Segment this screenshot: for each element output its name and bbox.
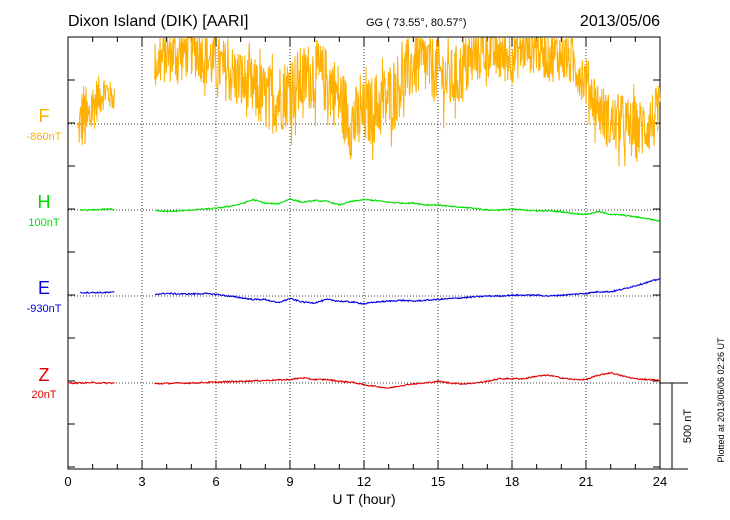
x-tick-label: 18 bbox=[505, 474, 519, 489]
series-labels: F -860nT H 100nT E -930nT Z 20nT bbox=[27, 106, 62, 401]
x-tick-label: 0 bbox=[64, 474, 71, 489]
x-tick-label: 24 bbox=[653, 474, 667, 489]
axis-ticks bbox=[67, 37, 661, 469]
scale-bar-label: 500 nT bbox=[682, 409, 694, 444]
series-name-h: H bbox=[38, 192, 51, 212]
x-axis-label: U T (hour) bbox=[332, 491, 395, 507]
series-baseline-z: 20nT bbox=[31, 389, 56, 401]
x-tick-label: 6 bbox=[212, 474, 219, 489]
scale-bar: 500 nT bbox=[660, 382, 694, 470]
chart-title: Dixon Island (DIK) [AARI] bbox=[68, 13, 249, 30]
series-name-z: Z bbox=[39, 365, 50, 385]
series-name-e: E bbox=[38, 278, 50, 298]
series-line-e bbox=[79, 278, 660, 305]
series-baseline-f: -860nT bbox=[27, 131, 62, 143]
x-tick-label: 9 bbox=[286, 474, 293, 489]
series-line-h bbox=[79, 197, 660, 223]
series-line-f bbox=[77, 37, 661, 167]
x-tick-label: 3 bbox=[138, 474, 145, 489]
x-tick-label: 12 bbox=[357, 474, 371, 489]
series-name-f: F bbox=[39, 106, 50, 126]
x-tick-label: 21 bbox=[579, 474, 593, 489]
plotted-at-label: Plotted at 2013/06/06 02:26 UT bbox=[716, 337, 726, 463]
series-group bbox=[67, 37, 661, 389]
coordinates-label: GG ( 73.55°, 80.57°) bbox=[366, 17, 467, 29]
date-label: 2013/05/06 bbox=[580, 13, 660, 30]
series-line-z bbox=[67, 371, 661, 389]
x-tick-labels: 0 3 6 9 12 15 18 21 24 bbox=[64, 474, 667, 489]
series-baseline-e: -930nT bbox=[27, 303, 62, 315]
series-baseline-h: 100nT bbox=[28, 217, 59, 229]
x-tick-label: 15 bbox=[431, 474, 445, 489]
